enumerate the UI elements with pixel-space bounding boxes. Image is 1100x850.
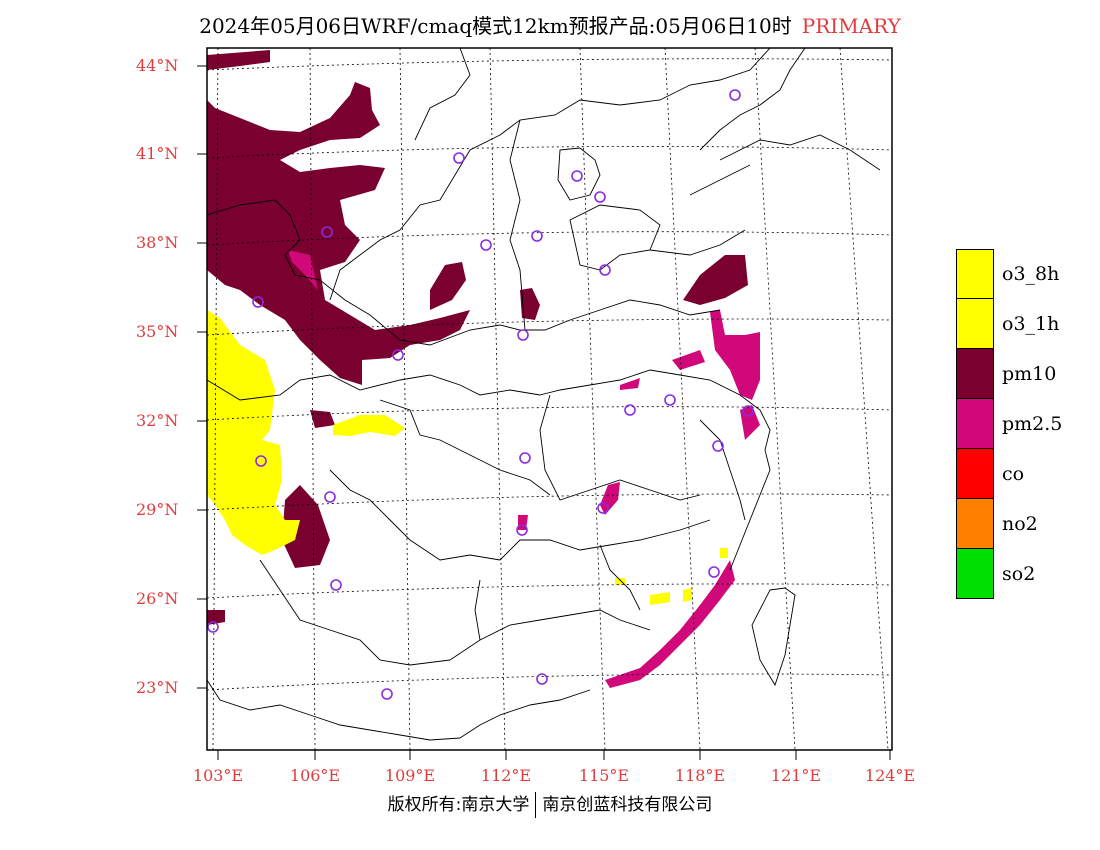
pm25-region-anhui xyxy=(620,378,640,390)
lon-label-106: 106°E xyxy=(289,766,341,785)
pm10-region-shandong xyxy=(683,255,748,305)
station-marker xyxy=(571,170,583,182)
ticks xyxy=(197,65,891,760)
lon-label-103: 103°E xyxy=(192,766,244,785)
station-marker xyxy=(664,394,676,406)
lon-label-121: 121°E xyxy=(770,766,822,785)
pm25-layer xyxy=(288,250,760,688)
station-marker xyxy=(480,239,492,251)
lon-label-118: 118°E xyxy=(674,766,726,785)
lat-label-23: 23°N xyxy=(136,678,179,697)
station-marker xyxy=(207,621,219,633)
station-marker xyxy=(712,440,724,452)
station-marker xyxy=(536,673,548,685)
pm10-region-northwest xyxy=(207,82,470,385)
station-marker xyxy=(453,152,465,164)
lon-label-112: 112°E xyxy=(480,766,532,785)
station-marker xyxy=(599,264,611,276)
lat-label-32: 32°N xyxy=(136,411,179,430)
o3-layer xyxy=(207,310,728,605)
footer-left: 版权所有:南京大学 xyxy=(387,795,530,815)
station-marker xyxy=(516,524,528,536)
graticule xyxy=(207,48,892,750)
station-marker xyxy=(517,329,529,341)
station-marker xyxy=(531,230,543,242)
legend-swatch xyxy=(956,249,994,299)
lat-label-44: 44°N xyxy=(136,56,179,75)
o3-region-east xyxy=(720,548,728,558)
lon-label-124: 124°E xyxy=(864,766,916,785)
pm10-region-sichuan xyxy=(282,485,330,568)
footer-right: 南京创蓝科技有限公司 xyxy=(542,795,713,815)
legend-swatch xyxy=(956,399,994,449)
pm25-region-zhejiang xyxy=(740,405,760,440)
station-marker xyxy=(392,349,404,361)
station-marker xyxy=(742,405,754,417)
legend-swatch xyxy=(956,449,994,499)
legend-swatch xyxy=(956,349,994,399)
pm10-region-shanxi xyxy=(520,288,540,320)
pm10-region-northtop xyxy=(207,50,270,70)
lat-label-29: 29°N xyxy=(136,500,179,519)
boundaries xyxy=(207,48,881,741)
pm10-region-hetao xyxy=(430,262,466,310)
map-title: 2024年05月06日WRF/cmaq模式12km预报产品:05月06日10时 P… xyxy=(0,10,1100,39)
pm10-layer xyxy=(207,50,748,625)
station-marker xyxy=(252,296,264,308)
o3-region-fujian2 xyxy=(683,588,692,602)
legend-label: pm2.5 xyxy=(1002,413,1063,435)
title-main: 2024年05月06日WRF/cmaq模式12km预报产品:05月06日10时 xyxy=(199,14,792,38)
station-marker xyxy=(519,452,531,464)
pm10-region-southwest xyxy=(207,610,225,625)
station-marker xyxy=(255,455,267,467)
pm10-region-guizhou xyxy=(310,410,335,428)
station-marker xyxy=(594,191,606,203)
map-frame xyxy=(206,47,893,751)
legend-label: o3_8h xyxy=(1002,263,1060,285)
lat-label-35: 35°N xyxy=(136,322,179,341)
legend-label: co xyxy=(1002,463,1025,485)
copyright-footer: 版权所有:南京大学 南京创蓝科技有限公司 xyxy=(0,790,1100,818)
station-marker xyxy=(321,226,333,238)
legend-label: no2 xyxy=(1002,513,1038,535)
lon-label-115: 115°E xyxy=(578,766,630,785)
legend-swatch xyxy=(956,549,994,599)
lat-label-26: 26°N xyxy=(136,589,179,608)
o3-region-fujian xyxy=(650,592,670,605)
station-marker xyxy=(729,89,741,101)
lat-label-38: 38°N xyxy=(136,233,179,252)
pm25-region-shaanxi xyxy=(288,250,318,290)
station-marker xyxy=(708,566,720,578)
pm25-region-henan xyxy=(672,350,705,370)
footer-divider xyxy=(535,792,537,818)
o3-region-chongqing xyxy=(333,415,405,436)
station-marker xyxy=(324,491,336,503)
pm25-region-jiangsu xyxy=(710,310,760,400)
station-markers xyxy=(207,89,754,700)
pm25-region-jiangxi xyxy=(600,482,620,515)
legend-label: so2 xyxy=(1002,563,1036,585)
legend-label: pm10 xyxy=(1002,363,1057,385)
lat-label-41: 41°N xyxy=(136,144,179,163)
station-marker xyxy=(381,688,393,700)
station-marker xyxy=(624,404,636,416)
legend-label: o3_1h xyxy=(1002,313,1060,335)
o3-region-west xyxy=(207,310,300,555)
o3-region-guangdong xyxy=(615,578,625,585)
legend-swatch xyxy=(956,499,994,549)
station-marker xyxy=(597,502,609,514)
title-tag: PRIMARY xyxy=(801,14,901,38)
legend-swatch xyxy=(956,299,994,349)
station-marker xyxy=(330,579,342,591)
lon-label-109: 109°E xyxy=(384,766,436,785)
